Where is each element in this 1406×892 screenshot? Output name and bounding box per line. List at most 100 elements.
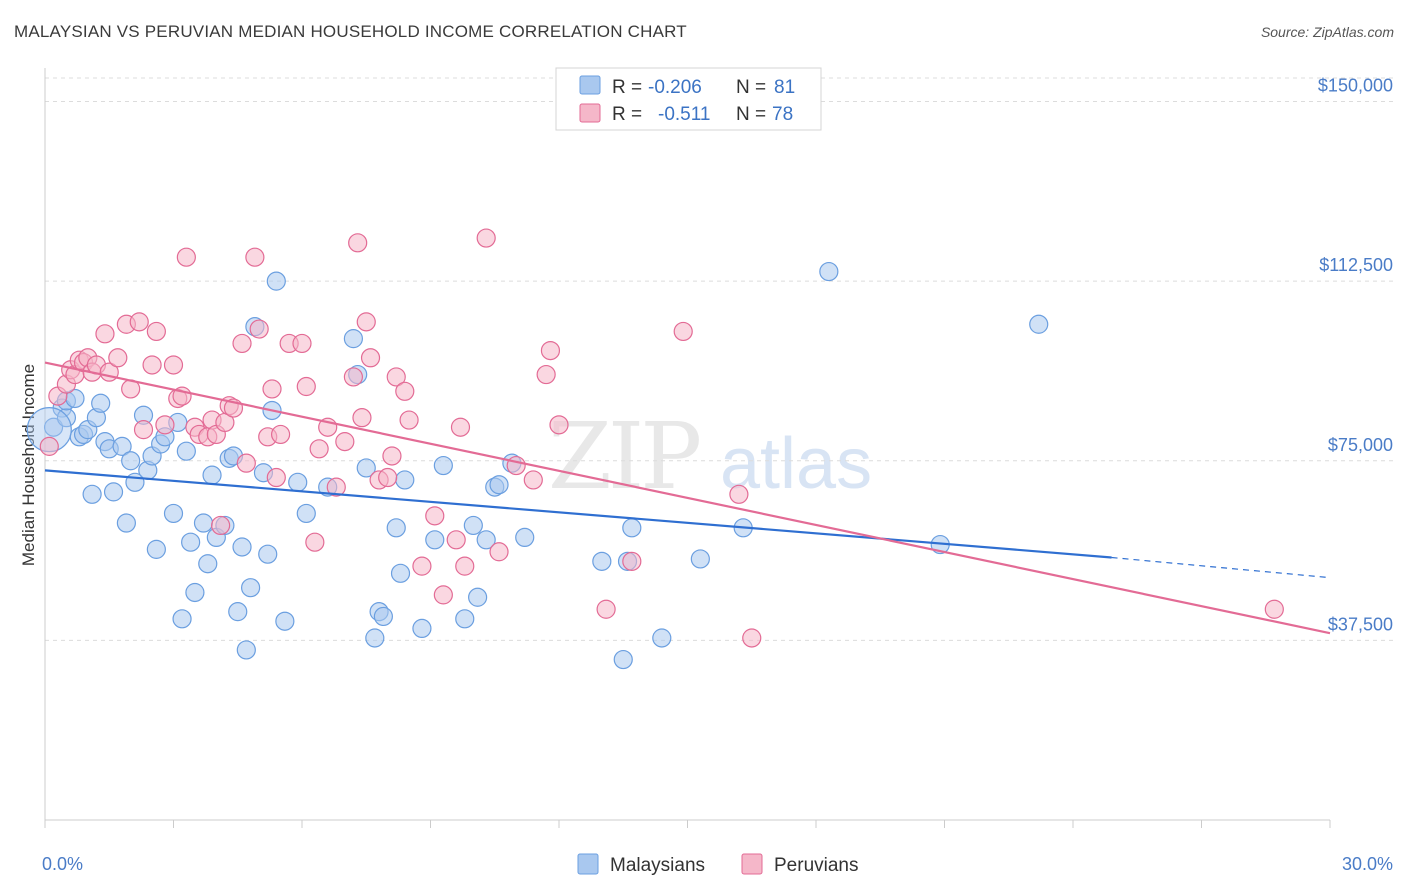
malaysians-point: [390, 563, 411, 583]
malaysians-point: [515, 527, 535, 548]
legend-n-value: 78: [772, 104, 793, 125]
peruvians-point: [142, 355, 162, 375]
peruvians-point: [266, 467, 286, 488]
peruvians-point: [360, 348, 381, 368]
malaysians-point: [91, 393, 111, 413]
peruvians-point: [133, 420, 154, 440]
peruvians-point: [245, 247, 265, 267]
malaysians-point: [425, 530, 445, 550]
malaysians-point: [116, 513, 136, 533]
malaysians-point: [232, 537, 252, 557]
peruvians-point: [425, 506, 445, 526]
peruvians-point: [399, 410, 419, 430]
malaysians-point: [275, 611, 295, 631]
peruvians-point: [596, 599, 616, 619]
peruvians-point: [292, 333, 312, 354]
malaysians-point: [43, 417, 64, 437]
malaysians-point: [241, 578, 261, 598]
peruvians-point: [176, 247, 196, 267]
peruvians-point: [382, 446, 402, 466]
malaysians-point: [476, 530, 496, 550]
malaysians-point: [622, 518, 642, 538]
peruvians-point: [378, 467, 398, 488]
malaysians-point: [146, 539, 166, 559]
malaysians-point: [172, 609, 192, 629]
malaysians-point: [455, 609, 475, 629]
peruvians-point: [309, 439, 329, 459]
peruvians-point: [729, 484, 749, 504]
peruvians-point: [540, 340, 561, 361]
trend-lines: [44, 361, 1331, 635]
legend-swatch-peruvians: [579, 103, 601, 123]
peruvians-point: [163, 355, 184, 375]
malaysians-point: [82, 484, 102, 504]
malaysians-point: [266, 271, 286, 291]
peruvians-point: [95, 324, 115, 344]
malaysians-point: [690, 549, 710, 569]
malaysians-point: [296, 503, 316, 524]
malaysians-point: [463, 515, 483, 536]
legend-swatch-malaysians: [577, 853, 599, 875]
malaysians-point: [103, 482, 124, 502]
peruvians-point: [155, 415, 175, 435]
peruvians-point: [395, 381, 415, 401]
y-tick-label: $112,500: [1319, 255, 1393, 275]
legend-label-peruvians: Peruvians: [774, 855, 859, 876]
malaysians-point: [163, 503, 184, 524]
malaysians-point: [202, 465, 222, 485]
malaysians-point: [258, 544, 278, 564]
malaysians-point: [613, 649, 633, 670]
malaysians-trend-line: [44, 469, 1112, 559]
malaysians-point: [185, 582, 205, 603]
malaysians-point: [489, 475, 509, 495]
peruvians-point: [262, 379, 282, 399]
malaysians-point: [386, 518, 406, 538]
legend-n-value: 81: [774, 77, 795, 98]
peruvians-point: [326, 477, 346, 497]
malaysians-point: [288, 472, 308, 492]
malaysians-point: [412, 618, 432, 639]
peruvians-point: [523, 470, 543, 490]
legend-r-value: -0.511: [658, 104, 710, 125]
malaysians-trend-extension: [1111, 556, 1331, 579]
legend-n-label: N =: [736, 77, 766, 98]
malaysians-point: [193, 513, 214, 533]
malaysians-point: [395, 470, 415, 490]
malaysians-point: [176, 441, 196, 461]
malaysians-point: [819, 261, 839, 282]
peruvians-point: [236, 453, 256, 473]
malaysians-point: [121, 451, 141, 471]
malaysians-point: [343, 329, 363, 349]
peruvians-point: [433, 585, 453, 605]
peruvians-point: [146, 321, 166, 342]
gridlines: [45, 77, 1394, 641]
malaysians-point: [373, 606, 393, 627]
series-peruvians-points: [39, 228, 1284, 648]
malaysians-point: [1029, 314, 1049, 334]
legend-swatch-malaysians: [579, 75, 601, 95]
peruvians-point: [39, 436, 59, 456]
malaysians-point: [356, 458, 376, 478]
peruvians-point: [673, 321, 693, 342]
peruvians-point: [455, 556, 475, 576]
peruvians-point: [536, 364, 556, 385]
peruvians-point: [476, 228, 496, 248]
peruvians-point: [211, 515, 231, 536]
peruvians-point: [1264, 599, 1284, 619]
series-legend: Malaysians Peruvians: [577, 853, 859, 876]
malaysians-point: [468, 587, 488, 607]
peruvians-point: [489, 542, 509, 562]
malaysians-point: [228, 602, 248, 622]
malaysians-point: [592, 551, 612, 571]
legend-swatch-peruvians: [741, 853, 763, 875]
y-tick-label: $150,000: [1318, 76, 1393, 96]
peruvians-point: [356, 312, 376, 332]
y-tick-label: $75,000: [1328, 435, 1393, 455]
peruvians-point: [386, 367, 406, 387]
peruvians-point: [549, 415, 569, 435]
peruvians-point: [296, 376, 316, 397]
y-axis-label: Median Household Income: [19, 364, 38, 566]
legend-r-label: R =: [612, 104, 642, 125]
peruvians-point: [249, 319, 269, 339]
peruvians-point: [348, 233, 368, 253]
